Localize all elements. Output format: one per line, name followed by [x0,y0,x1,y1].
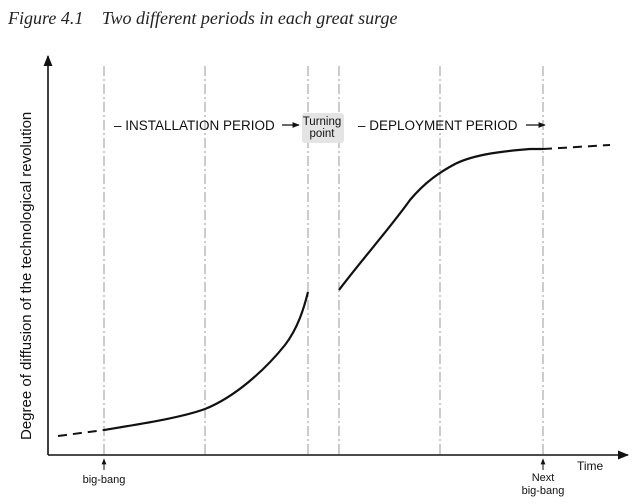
period-guide-lines [103,66,544,454]
x-axis-label: Time [577,459,604,473]
installation-period-label: – INSTALLATION PERIOD [114,118,275,133]
big-bang-label: big-bang [83,474,126,486]
figure-title: Two different periods in each great surg… [101,8,398,28]
curve-deployment [338,147,543,291]
deployment-period-label: – DEPLOYMENT PERIOD [358,118,518,133]
turning-point-patch [302,113,344,143]
curve-installation [103,291,310,432]
turning-point-label-line1: Turning [303,116,342,128]
turning-point-label-line2: point [310,128,336,140]
curve-post-dashed [542,144,611,150]
y-axis-label: Degree of diffusion of the technological… [18,112,35,440]
next-big-bang-label-line2: big-bang [522,485,565,497]
next-big-bang-label-line1: Next [532,472,555,484]
figure-number: Figure 4.1 [8,8,84,28]
figure-caption: Figure 4.1 Two different periods in each… [8,8,397,29]
curve-pre-dashed [57,429,105,437]
